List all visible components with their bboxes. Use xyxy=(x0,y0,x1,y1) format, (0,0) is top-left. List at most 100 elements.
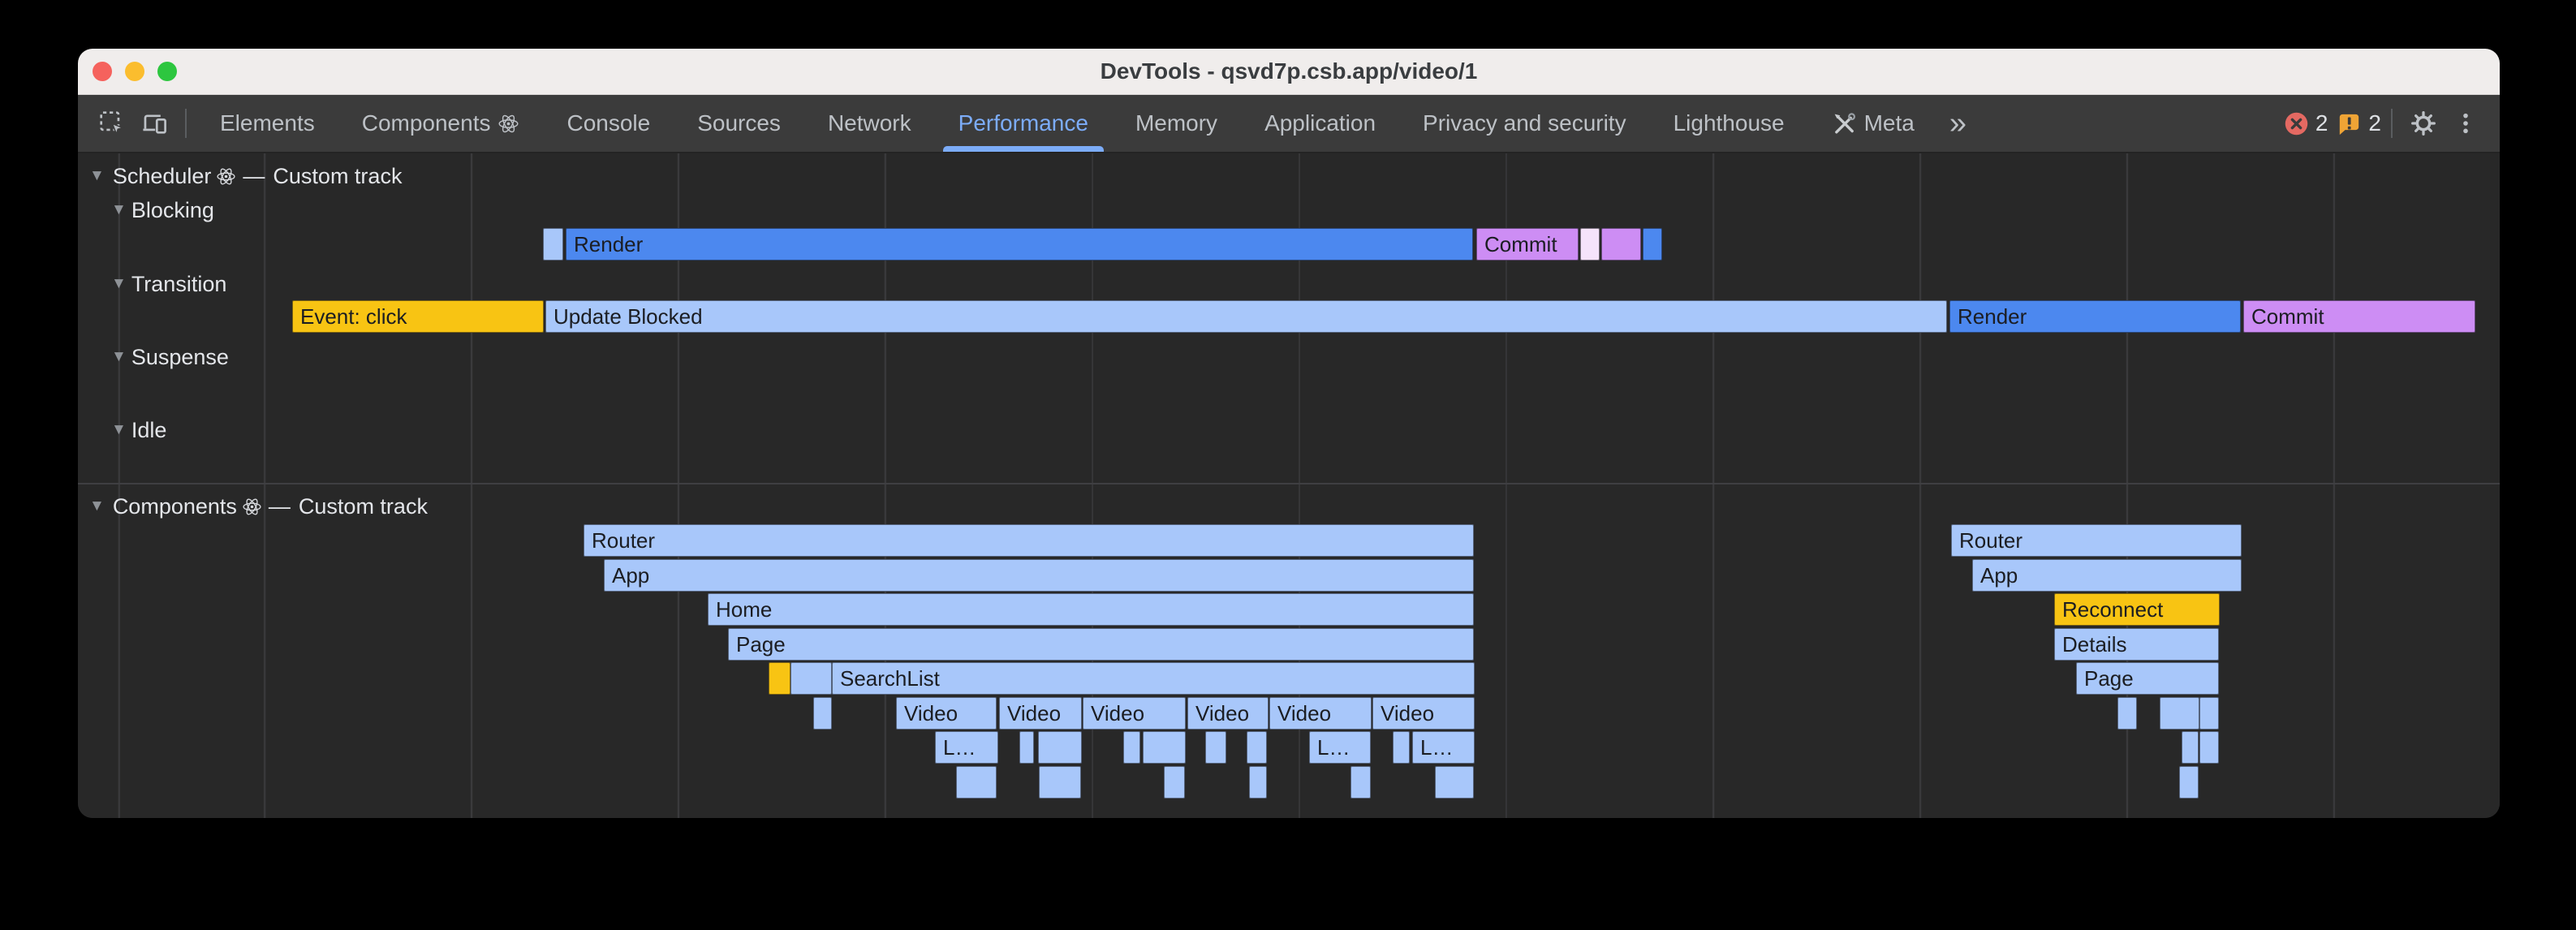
dash: — xyxy=(268,493,291,519)
flame-bar-home[interactable]: Home xyxy=(708,593,1474,626)
tab-label: Lighthouse xyxy=(1673,110,1785,136)
window-title: DevTools - qsvd7p.csb.app/video/1 xyxy=(1100,58,1478,84)
flame-bar[interactable] xyxy=(790,662,832,695)
warning-badge[interactable]: 2 xyxy=(2336,110,2381,137)
flame-bar[interactable] xyxy=(1205,731,1226,764)
react-atom-icon xyxy=(216,166,236,187)
flame-bar-label: L… xyxy=(943,734,976,760)
flame-bar[interactable] xyxy=(1350,766,1371,799)
flame-bar-l[interactable]: L… xyxy=(1412,731,1475,764)
flame-bar[interactable] xyxy=(1038,731,1082,764)
lane-label-idle[interactable]: ▼ Idle xyxy=(111,414,166,446)
flame-bar-page[interactable]: Page xyxy=(728,628,1474,661)
flame-bar[interactable] xyxy=(1123,731,1140,764)
tab-meta[interactable]: Meta xyxy=(1808,95,1938,152)
flame-bar[interactable] xyxy=(1164,766,1185,799)
collapse-triangle-icon[interactable]: ▼ xyxy=(111,201,127,218)
tab-components[interactable]: Components xyxy=(338,95,544,152)
tab-privacy-and-security[interactable]: Privacy and security xyxy=(1399,95,1650,152)
flame-bar[interactable] xyxy=(1143,731,1186,764)
flame-bar-update-blocked[interactable]: Update Blocked xyxy=(545,300,1947,333)
flame-bar[interactable] xyxy=(2179,766,2199,799)
flame-bar[interactable] xyxy=(1643,228,1662,260)
flame-bar[interactable] xyxy=(1249,766,1267,799)
flame-bar-l[interactable]: L… xyxy=(935,731,998,764)
flame-bar[interactable] xyxy=(2199,731,2219,764)
flame-bar[interactable] xyxy=(1601,228,1641,260)
collapse-triangle-icon[interactable]: ▼ xyxy=(111,275,127,292)
close-button[interactable] xyxy=(93,62,112,81)
tab-network[interactable]: Network xyxy=(804,95,935,152)
flame-bar[interactable] xyxy=(2199,697,2219,730)
flame-bar[interactable] xyxy=(1247,731,1267,764)
more-tabs-icon[interactable]: » xyxy=(1949,105,1966,140)
tab-application[interactable]: Application xyxy=(1241,95,1399,152)
devtools-window: DevTools - qsvd7p.csb.app/video/1 Elemen… xyxy=(78,49,2500,818)
settings-gear-icon[interactable] xyxy=(2402,102,2445,144)
flame-bar-app[interactable]: App xyxy=(604,559,1474,592)
react-atom-icon xyxy=(498,113,519,135)
flame-bar-video[interactable]: Video xyxy=(999,697,1082,730)
flame-bar-reconnect[interactable]: Reconnect xyxy=(2054,593,2220,626)
lane-label-blocking[interactable]: ▼ Blocking xyxy=(111,194,214,226)
zoom-button[interactable] xyxy=(157,62,177,81)
flame-bar-video[interactable]: Video xyxy=(1083,697,1186,730)
tab-elements[interactable]: Elements xyxy=(196,95,338,152)
flame-bar-event-click[interactable]: Event: click xyxy=(292,300,544,333)
flame-bar-render[interactable]: Render xyxy=(1949,300,2241,333)
flame-bar[interactable] xyxy=(1019,731,1034,764)
flame-bar[interactable] xyxy=(1580,228,1600,260)
kebab-menu-icon[interactable] xyxy=(2445,102,2487,144)
flame-bar-video[interactable]: Video xyxy=(896,697,997,730)
flame-bar-video[interactable]: Video xyxy=(1187,697,1269,730)
scheduler-track-header[interactable]: ▼ Scheduler — Custom track xyxy=(89,160,405,192)
collapse-triangle-icon[interactable]: ▼ xyxy=(89,167,105,184)
flame-bar[interactable] xyxy=(1039,766,1081,799)
flame-bar-video[interactable]: Video xyxy=(1269,697,1372,730)
collapse-triangle-icon[interactable]: ▼ xyxy=(111,421,127,438)
lane-label-suspense[interactable]: ▼ Suspense xyxy=(111,341,229,373)
tab-label: Meta xyxy=(1863,110,1915,136)
flame-bar[interactable] xyxy=(2117,697,2137,730)
flame-bar-label: SearchList xyxy=(840,665,940,691)
tab-label: Components xyxy=(361,110,491,136)
flame-bar[interactable] xyxy=(1435,766,1474,799)
flame-bar-searchlist[interactable]: SearchList xyxy=(832,662,1475,695)
error-badge[interactable]: 2 xyxy=(2283,110,2328,137)
performance-flame-chart[interactable]: ▼ Scheduler — Custom track ▼ Blocking ▼ Tra… xyxy=(78,153,2500,818)
tab-label: Elements xyxy=(220,110,315,136)
tab-performance[interactable]: Performance xyxy=(935,95,1112,152)
collapse-triangle-icon[interactable]: ▼ xyxy=(89,497,105,515)
flame-bar-commit[interactable]: Commit xyxy=(1476,228,1579,260)
flame-bar-app[interactable]: App xyxy=(1972,559,2242,592)
flame-bar-commit[interactable]: Commit xyxy=(2243,300,2475,333)
flame-bar[interactable] xyxy=(813,697,832,730)
flame-bar-router[interactable]: Router xyxy=(1951,524,2242,557)
track-title: Components xyxy=(112,493,237,519)
device-toolbar-icon[interactable] xyxy=(133,102,175,144)
tab-memory[interactable]: Memory xyxy=(1112,95,1241,152)
lane-label-transition[interactable]: ▼ Transition xyxy=(111,268,226,300)
collapse-triangle-icon[interactable]: ▼ xyxy=(111,348,127,365)
toolbar-separator xyxy=(2391,109,2393,138)
flame-bar[interactable] xyxy=(543,228,563,260)
lane-name: Idle xyxy=(131,417,167,442)
flame-bar[interactable] xyxy=(956,766,997,799)
flame-bar-label: Home xyxy=(716,596,773,622)
flame-bar-l[interactable]: L… xyxy=(1309,731,1371,764)
tab-lighthouse[interactable]: Lighthouse xyxy=(1650,95,1808,152)
flame-bar-details[interactable]: Details xyxy=(2054,628,2219,661)
tab-console[interactable]: Console xyxy=(543,95,674,152)
flame-bar-render[interactable]: Render xyxy=(566,228,1473,260)
minimize-button[interactable] xyxy=(125,62,144,81)
flame-bar[interactable] xyxy=(1393,731,1410,764)
flame-bar[interactable] xyxy=(769,662,790,695)
tab-sources[interactable]: Sources xyxy=(674,95,804,152)
flame-bar[interactable] xyxy=(2160,697,2199,730)
flame-bar[interactable] xyxy=(2182,731,2199,764)
flame-bar-page[interactable]: Page xyxy=(2076,662,2219,695)
inspect-element-icon[interactable] xyxy=(91,102,133,144)
components-track-header[interactable]: ▼ Components — Custom track xyxy=(89,490,431,523)
flame-bar-router[interactable]: Router xyxy=(584,524,1474,557)
flame-bar-video[interactable]: Video xyxy=(1372,697,1475,730)
